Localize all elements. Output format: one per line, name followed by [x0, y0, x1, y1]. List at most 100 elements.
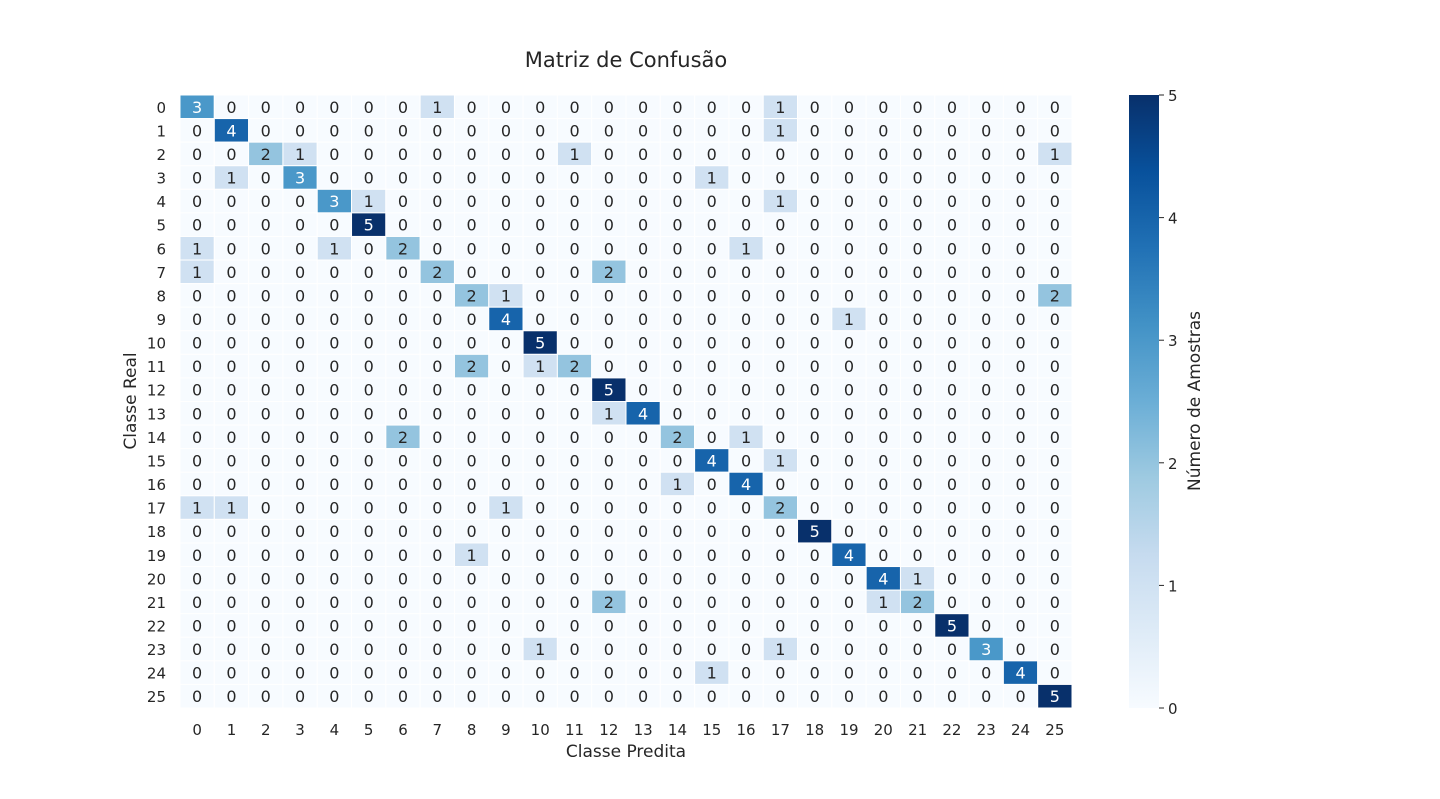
cell-value-label: 0: [467, 121, 477, 140]
cell-value-label: 0: [981, 286, 991, 305]
cell-value-label: 0: [1015, 357, 1025, 376]
cell-value-label: 0: [1050, 381, 1060, 400]
cell-value-label: 0: [707, 263, 717, 282]
cell-value-label: 0: [192, 616, 202, 635]
cell-value-label: 0: [329, 404, 339, 423]
cell-value-label: 0: [913, 121, 923, 140]
cell-value-label: 0: [261, 357, 271, 376]
cell-value-label: 0: [295, 616, 305, 635]
cell-value-label: 0: [672, 239, 682, 258]
cell-value-label: 0: [844, 98, 854, 117]
cell-value-label: 0: [329, 357, 339, 376]
cell-value-label: 0: [810, 616, 820, 635]
cell-value-label: 0: [467, 428, 477, 447]
cell-value-label: 0: [878, 286, 888, 305]
cell-value-label: 0: [638, 546, 648, 565]
cell-value-label: 0: [604, 616, 614, 635]
cell-value-label: 0: [501, 263, 511, 282]
cell-value-label: 0: [947, 286, 957, 305]
cell-value-label: 0: [1015, 98, 1025, 117]
cell-value-label: 0: [329, 616, 339, 635]
cell-value-label: 0: [261, 192, 271, 211]
cell-value-label: 0: [638, 475, 648, 494]
cell-value-label: 0: [741, 616, 751, 635]
cell-value-label: 0: [226, 286, 236, 305]
cell-value-label: 0: [295, 593, 305, 612]
cell-value-label: 0: [741, 334, 751, 353]
cell-value-label: 0: [261, 546, 271, 565]
colorbar-ticks: 0 1 2 3 4 5: [1159, 87, 1178, 718]
cell-value-label: 0: [1015, 687, 1025, 706]
cell-value-label: 0: [707, 357, 717, 376]
cell-value-label: 0: [775, 404, 785, 423]
cell-value-label: 0: [810, 546, 820, 565]
cell-value-label: 0: [569, 616, 579, 635]
cell-value-label: 0: [295, 239, 305, 258]
cell-value-label: 0: [844, 616, 854, 635]
cell-value-label: 0: [878, 310, 888, 329]
cell-value-label: 0: [535, 475, 545, 494]
cell-value-label: 0: [432, 286, 442, 305]
cell-value-label: 0: [638, 451, 648, 470]
cell-value-label: 4: [844, 546, 854, 565]
cell-value-label: 0: [398, 664, 408, 683]
cell-value-label: 5: [1050, 687, 1060, 706]
cell-value-label: 0: [261, 569, 271, 588]
cell-value-label: 0: [535, 239, 545, 258]
cell-value-label: 0: [501, 357, 511, 376]
cell-value-label: 0: [364, 640, 374, 659]
cell-value-label: 0: [192, 451, 202, 470]
cell-value-label: 0: [775, 664, 785, 683]
cell-value-label: 0: [1015, 451, 1025, 470]
cell-value-label: 0: [398, 169, 408, 188]
cell-value-label: 0: [467, 98, 477, 117]
x-tick-label: 15: [702, 721, 721, 739]
cell-value-label: 0: [364, 475, 374, 494]
cell-value-label: 0: [295, 475, 305, 494]
cell-value-label: 0: [913, 334, 923, 353]
cell-value-label: 0: [1015, 145, 1025, 164]
cell-value-label: 0: [638, 664, 648, 683]
cell-value-label: 0: [261, 98, 271, 117]
cell-value-label: 0: [878, 263, 888, 282]
cell-value-label: 0: [672, 687, 682, 706]
cell-value-label: 0: [192, 192, 202, 211]
y-tick-label: 14: [147, 429, 166, 447]
cell-value-label: 0: [913, 404, 923, 423]
cell-value-label: 0: [398, 216, 408, 235]
cell-value-label: 0: [741, 569, 751, 588]
cell-value-label: 0: [707, 98, 717, 117]
cell-value-label: 0: [569, 640, 579, 659]
cell-value-label: 0: [878, 687, 888, 706]
cell-value-label: 0: [432, 216, 442, 235]
cell-value-label: 0: [913, 263, 923, 282]
cell-value-label: 0: [638, 687, 648, 706]
cell-value-label: 0: [913, 616, 923, 635]
cell-value-label: 0: [226, 451, 236, 470]
cell-value-label: 0: [226, 428, 236, 447]
cell-value-label: 0: [295, 334, 305, 353]
cell-value-label: 0: [604, 239, 614, 258]
cell-value-label: 1: [226, 499, 236, 518]
cell-value-label: 0: [707, 239, 717, 258]
cell-value-label: 0: [432, 499, 442, 518]
cell-value-label: 1: [501, 286, 511, 305]
cell-value-label: 0: [981, 381, 991, 400]
cell-value-label: 0: [638, 121, 648, 140]
cell-value-label: 0: [432, 169, 442, 188]
cell-value-label: 0: [329, 664, 339, 683]
cell-value-label: 0: [501, 145, 511, 164]
cell-value-label: 0: [844, 192, 854, 211]
cell-value-label: 0: [569, 334, 579, 353]
cell-value-label: 0: [913, 475, 923, 494]
cell-value-label: 0: [775, 546, 785, 565]
cell-value-label: 0: [432, 640, 442, 659]
cell-value-label: 0: [638, 216, 648, 235]
cell-value-label: 0: [364, 263, 374, 282]
x-tick-label: 22: [942, 721, 961, 739]
cell-value-label: 0: [604, 546, 614, 565]
cell-value-label: 0: [329, 428, 339, 447]
cell-value-label: 0: [398, 499, 408, 518]
y-tick-label: 24: [147, 665, 166, 683]
cell-value-label: 0: [569, 192, 579, 211]
